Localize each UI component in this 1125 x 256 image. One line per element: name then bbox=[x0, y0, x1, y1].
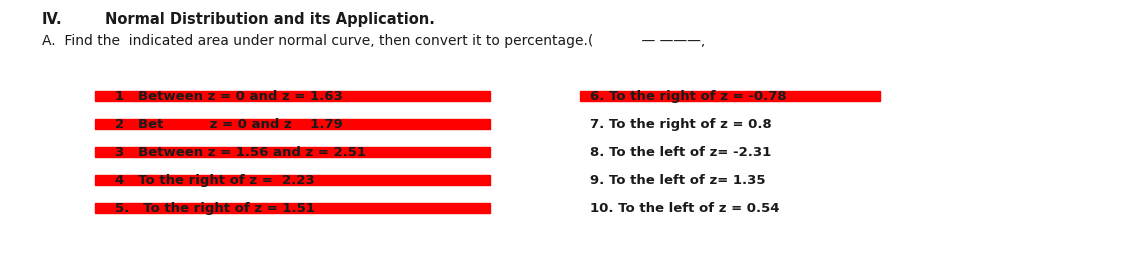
FancyArrow shape bbox=[94, 91, 490, 101]
FancyArrow shape bbox=[94, 203, 490, 213]
FancyArrow shape bbox=[94, 175, 490, 185]
Text: 6. To the right of z = -0.78: 6. To the right of z = -0.78 bbox=[590, 90, 786, 103]
Text: 2   Bet          z = 0 and z    1.79: 2 Bet z = 0 and z 1.79 bbox=[115, 118, 343, 131]
Text: 1   Between z = 0 and z = 1.63: 1 Between z = 0 and z = 1.63 bbox=[115, 90, 343, 103]
Text: A.  Find the  indicated area under normal curve, then convert it to percentage.(: A. Find the indicated area under normal … bbox=[42, 34, 705, 48]
FancyArrow shape bbox=[580, 91, 880, 101]
FancyArrow shape bbox=[94, 119, 490, 129]
Text: 3   Between z = 1.56 and z = 2.51: 3 Between z = 1.56 and z = 2.51 bbox=[115, 146, 366, 159]
Text: 7. To the right of z = 0.8: 7. To the right of z = 0.8 bbox=[590, 118, 772, 131]
Text: 8. To the left of z= -2.31: 8. To the left of z= -2.31 bbox=[590, 146, 772, 159]
Text: 5.   To the right of z = 1.51: 5. To the right of z = 1.51 bbox=[115, 202, 315, 215]
Text: IV.: IV. bbox=[42, 12, 63, 27]
Text: Normal Distribution and its Application.: Normal Distribution and its Application. bbox=[105, 12, 435, 27]
Text: 9. To the left of z= 1.35: 9. To the left of z= 1.35 bbox=[590, 174, 765, 187]
Text: 4   To the right of z =  2.23: 4 To the right of z = 2.23 bbox=[115, 174, 315, 187]
Text: 10. To the left of z = 0.54: 10. To the left of z = 0.54 bbox=[590, 202, 780, 215]
FancyArrow shape bbox=[94, 147, 490, 157]
